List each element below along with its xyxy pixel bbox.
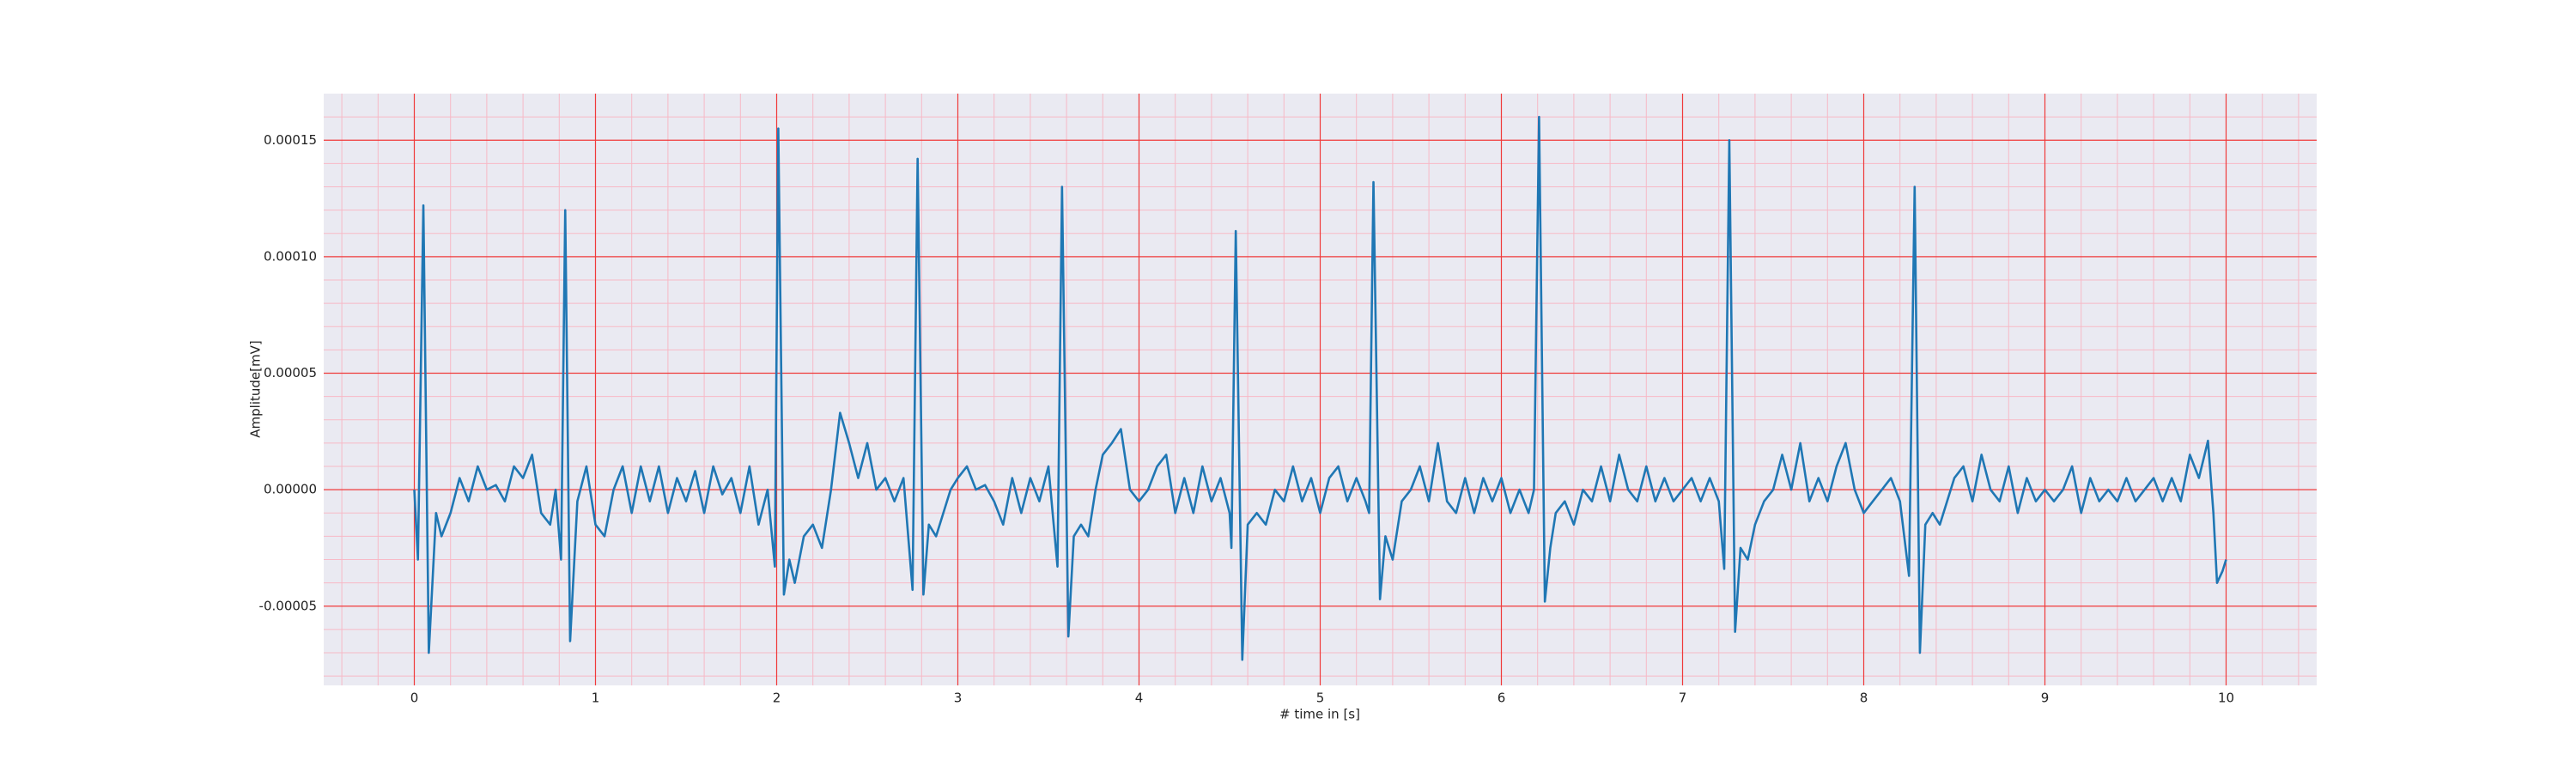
x-tick-label: 2 [773, 691, 781, 706]
x-tick-label: 1 [592, 691, 600, 706]
y-tick-label: 0.00005 [264, 365, 317, 380]
x-tick-label: 7 [1679, 691, 1687, 706]
y-axis-label: Amplitude[mV] [248, 340, 264, 437]
ecg-line [413, 115, 2227, 661]
y-tick-label: 0.00010 [264, 248, 317, 264]
y-tick-label: 0.00000 [264, 482, 317, 497]
x-tick-label: 5 [1316, 691, 1325, 706]
x-tick-label: 4 [1135, 691, 1144, 706]
x-tick-label: 8 [1860, 691, 1868, 706]
x-tick-label: 10 [2218, 691, 2234, 706]
x-tick-label: 3 [954, 691, 963, 706]
y-tick-label: 0.00015 [264, 132, 317, 148]
x-tick-label: 9 [2041, 691, 2050, 706]
x-tick-label: 6 [1498, 691, 1506, 706]
x-tick-label: 0 [410, 691, 419, 706]
x-axis-label: # time in [s] [1279, 707, 1360, 722]
y-tick-label: -0.00005 [259, 598, 317, 613]
